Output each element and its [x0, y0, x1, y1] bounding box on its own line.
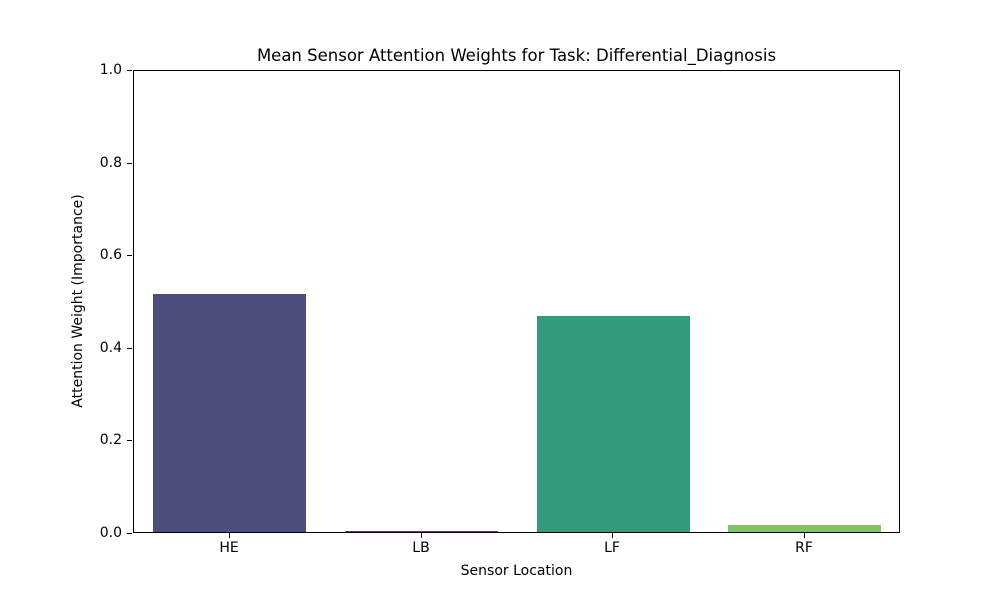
bar-LB — [345, 531, 498, 532]
bar-HE — [153, 294, 306, 532]
x-tick-label-RF: RF — [795, 540, 813, 556]
y-tick-mark — [127, 70, 132, 71]
bar-RF — [728, 525, 881, 532]
x-axis-label: Sensor Location — [460, 563, 573, 579]
y-tick-label: 0.4 — [99, 340, 122, 356]
y-tick-label: 0.6 — [99, 247, 122, 263]
y-tick-label: 0.2 — [99, 432, 122, 448]
y-tick-mark — [127, 255, 132, 256]
y-tick-mark — [127, 348, 132, 349]
y-axis-label-text: Attention Weight (Importance) — [70, 194, 86, 408]
x-tick-label-HE: HE — [219, 540, 239, 556]
x-tick-mark — [229, 533, 230, 538]
chart-title: Mean Sensor Attention Weights for Task: … — [256, 46, 777, 65]
x-tick-mark — [421, 533, 422, 538]
y-tick-mark — [127, 440, 132, 441]
y-tick-mark — [127, 533, 132, 534]
x-tick-mark — [612, 533, 613, 538]
x-tick-label-LF: LF — [604, 540, 620, 556]
y-tick-label: 0.8 — [99, 155, 122, 171]
y-tick-label: 1.0 — [99, 62, 122, 78]
x-tick-label-LB: LB — [412, 540, 430, 556]
y-tick-label: 0.0 — [99, 525, 122, 541]
plot-area — [133, 70, 900, 533]
bar-LF — [537, 316, 690, 532]
y-tick-mark — [127, 163, 132, 164]
x-tick-mark — [804, 533, 805, 538]
